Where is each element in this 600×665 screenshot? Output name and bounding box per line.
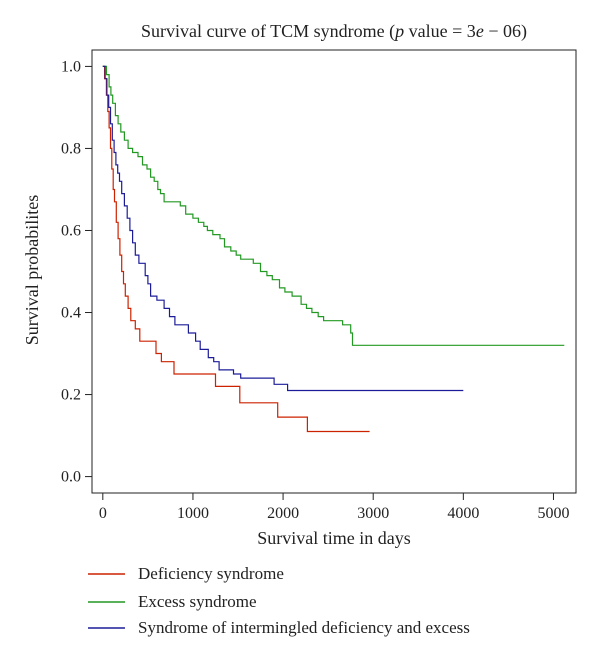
series-line-2 [102,65,464,392]
y-axis-label: Survival probabilites [22,195,42,345]
x-tick-label: 5000 [537,505,569,522]
plot-frame [91,49,577,494]
x-tick-label: 0 [99,505,107,522]
legend-label-0: Deficiency syndrome [138,564,284,583]
x-tick-label: 2000 [267,505,299,522]
y-axis: 0.0 0.2 0.4 0.6 0.8 1.0 [61,58,92,486]
x-tick-label: 1000 [177,505,209,522]
y-tick-label: 0.4 [61,305,81,322]
series-line-0 [102,65,370,433]
chart-title-prefix: Survival curve of TCM syndrome ( [141,21,395,42]
chart-title-middle: value = 3 [404,21,476,41]
legend: Deficiency syndrome Excess syndrome Syndro… [88,564,470,637]
series-line-1 [102,65,565,346]
x-axis: 0 1000 2000 3000 4000 5000 [99,493,569,522]
y-tick-label: 0.0 [61,469,81,486]
chart-title-p: p [393,21,404,41]
y-tick-label: 0.2 [61,387,81,404]
x-tick-label: 4000 [447,505,479,522]
y-tick-label: 0.6 [61,222,81,239]
y-tick-label: 0.8 [61,140,81,157]
x-tick-label: 3000 [357,505,389,522]
chart-title: Survival curve of TCM syndrome (p value … [141,21,527,42]
legend-label-2: Syndrome of intermingled deficiency and … [138,618,470,637]
legend-label-1: Excess syndrome [138,592,257,611]
y-tick-label: 1.0 [61,58,81,75]
chart-title-e: e [476,21,484,41]
survival-curves [102,65,565,433]
x-axis-label: Survival time in days [257,528,410,548]
chart-title-suffix: − 06) [484,21,527,42]
